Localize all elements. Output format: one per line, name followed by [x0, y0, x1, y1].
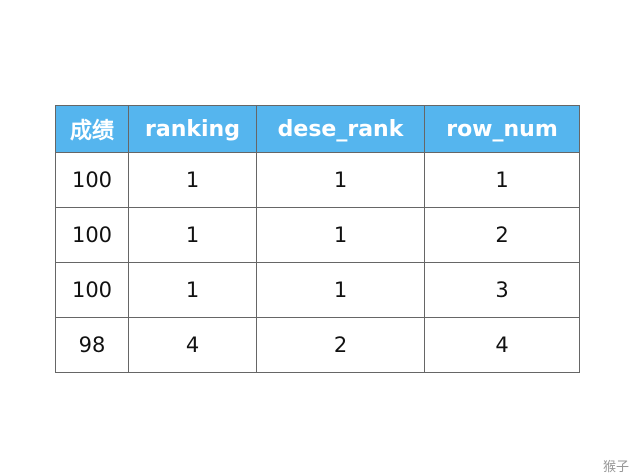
- cell: 2: [424, 207, 580, 263]
- cell: 100: [55, 207, 129, 263]
- table-row: 100 1 1 3: [55, 262, 580, 318]
- header-row: 成绩 ranking dese_rank row_num: [55, 105, 580, 153]
- cell: 3: [424, 262, 580, 318]
- cell: 98: [55, 317, 129, 373]
- cell: 100: [55, 152, 129, 208]
- cell: 1: [424, 152, 580, 208]
- cell: 1: [256, 152, 425, 208]
- table-row: 98 4 2 4: [55, 317, 580, 373]
- cell: 100: [55, 262, 129, 318]
- table-row: 100 1 1 2: [55, 207, 580, 263]
- header-ranking: ranking: [128, 105, 257, 153]
- cell: 4: [424, 317, 580, 373]
- cell: 1: [128, 262, 257, 318]
- header-row-num: row_num: [424, 105, 580, 153]
- cell: 1: [256, 262, 425, 318]
- cell: 2: [256, 317, 425, 373]
- table-row: 100 1 1 1: [55, 152, 580, 208]
- cell: 4: [128, 317, 257, 373]
- watermark: 猴子: [603, 460, 630, 475]
- header-dese-rank: dese_rank: [256, 105, 425, 153]
- header-score: 成绩: [55, 105, 129, 153]
- cell: 1: [256, 207, 425, 263]
- cell: 1: [128, 207, 257, 263]
- cell: 1: [128, 152, 257, 208]
- data-table: 成绩 ranking dese_rank row_num 100 1 1 1 1…: [55, 105, 580, 373]
